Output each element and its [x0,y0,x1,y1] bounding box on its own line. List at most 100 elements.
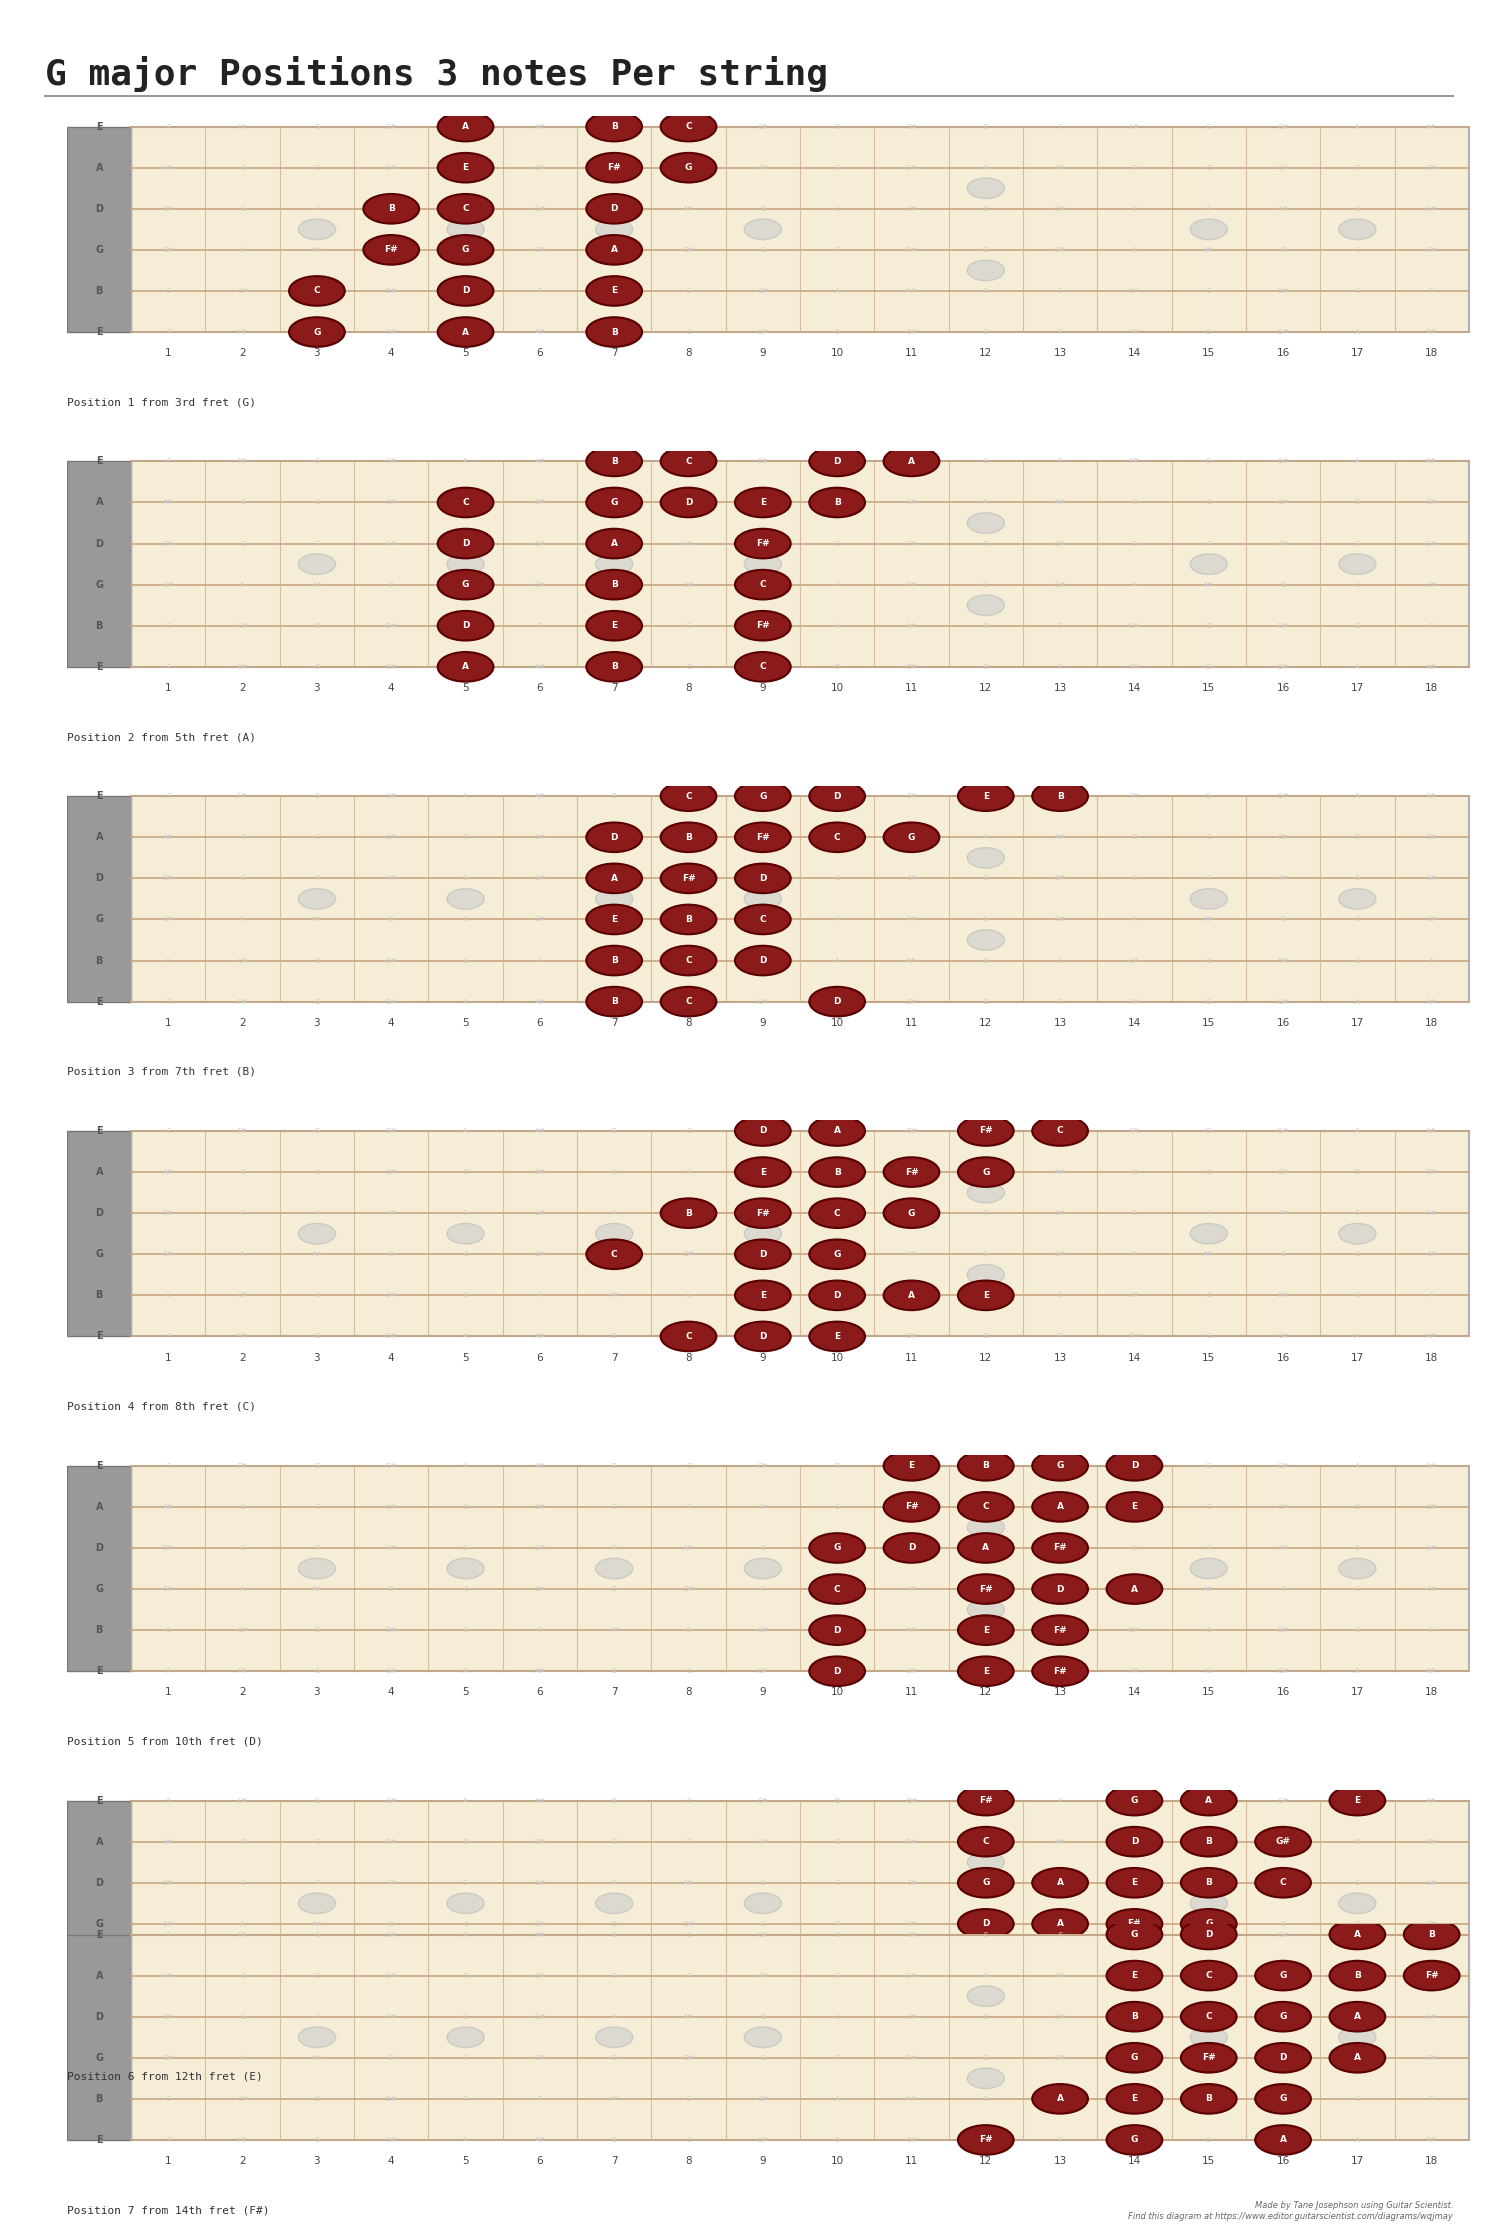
Text: D: D [315,958,319,964]
Bar [67,797,132,1002]
Text: A: A [1356,1931,1360,1937]
Text: D#: D# [906,663,917,670]
Text: A: A [834,288,839,295]
Text: D: D [96,873,103,884]
Text: 1: 1 [165,683,172,692]
Text: 9: 9 [759,1018,765,1027]
Text: B: B [611,328,617,335]
Text: C: C [1356,1252,1360,1257]
Ellipse shape [1339,1223,1377,1243]
Text: D#: D# [1426,835,1437,839]
Ellipse shape [968,1935,1004,1955]
Text: E: E [761,1252,765,1257]
Text: G: G [463,2013,469,2020]
Text: E: E [1132,540,1137,547]
Text: C#: C# [386,1504,397,1509]
Text: G: G [315,2136,319,2143]
Text: D#: D# [683,2056,694,2060]
Ellipse shape [586,824,643,853]
Text: 15: 15 [1201,1018,1215,1027]
Text: 11: 11 [905,2156,918,2165]
Text: G: G [315,1333,319,1339]
Text: F#: F# [238,1797,247,1803]
Text: G#: G# [1278,1127,1288,1134]
Text: E: E [96,790,102,801]
Text: A: A [240,1252,246,1257]
Text: G#: G# [906,1973,917,1978]
Text: D#: D# [1426,1973,1437,1978]
Ellipse shape [884,1493,939,1522]
Text: D#: D# [535,500,545,504]
Text: G: G [834,1170,840,1174]
FancyBboxPatch shape [132,1801,1470,2007]
Text: E: E [96,1667,102,1676]
Text: D: D [834,1797,840,1803]
Text: D: D [834,2002,840,2009]
Ellipse shape [446,1223,484,1243]
Text: C: C [1058,1292,1062,1299]
Text: A: A [463,123,467,129]
Ellipse shape [1032,1116,1088,1145]
Text: E: E [984,1931,989,1937]
Text: C#: C# [1129,958,1140,964]
Text: D#: D# [1426,1504,1437,1509]
Text: 7: 7 [611,2156,617,2165]
Text: G: G [686,288,691,295]
Text: C#: C# [1278,1170,1288,1174]
Text: C: C [834,205,839,212]
Text: A#: A# [1055,165,1065,170]
Text: B: B [761,1210,765,1216]
Text: G#: G# [1278,998,1288,1004]
Text: 14: 14 [1128,2156,1141,2165]
Text: A#: A# [312,917,322,922]
Text: 9: 9 [759,683,765,692]
Text: A#: A# [683,2013,694,2020]
Text: F#: F# [607,163,622,172]
Text: A: A [611,246,617,254]
Ellipse shape [661,864,716,893]
Text: G#: G# [906,1170,917,1174]
Text: 12: 12 [980,348,992,357]
Ellipse shape [1032,1951,1088,1980]
Text: G: G [1204,1960,1212,1969]
Text: B: B [611,663,617,670]
Text: A#: A# [906,1627,917,1634]
Text: B: B [685,915,692,924]
Text: D#: D# [163,1545,174,1551]
Text: G: G [1131,2136,1138,2145]
Text: D#: D# [1278,623,1288,629]
Ellipse shape [661,824,716,853]
Text: D#: D# [906,792,917,799]
Text: G#: G# [385,1931,397,1937]
Text: C: C [686,2136,691,2143]
Ellipse shape [1339,2027,1377,2047]
Text: A: A [240,1587,246,1591]
Text: D: D [834,663,840,670]
Text: A: A [463,2002,467,2009]
Ellipse shape [446,554,484,574]
Text: D: D [1206,288,1212,295]
Text: A: A [611,1879,617,1886]
Text: F#: F# [1129,1462,1140,1469]
Ellipse shape [745,554,782,574]
Ellipse shape [884,824,939,853]
Text: 11: 11 [905,2022,918,2031]
Text: E: E [96,2002,102,2011]
Text: E: E [1356,1627,1360,1634]
Text: C: C [166,623,171,629]
Ellipse shape [446,888,484,908]
Ellipse shape [957,1616,1014,1645]
Text: A#: A# [1426,1797,1437,1803]
Text: C#: C# [758,1333,768,1339]
Text: D: D [96,203,103,214]
Ellipse shape [809,1199,864,1228]
Text: D#: D# [1278,1627,1288,1634]
Ellipse shape [745,888,782,908]
Text: G: G [1204,1920,1212,1928]
Text: C: C [1058,1627,1062,1634]
Text: D: D [1354,165,1360,170]
Text: C: C [834,1879,839,1886]
Text: A: A [1206,1797,1212,1806]
Text: F: F [686,1839,691,1844]
Text: C: C [983,1502,989,1511]
